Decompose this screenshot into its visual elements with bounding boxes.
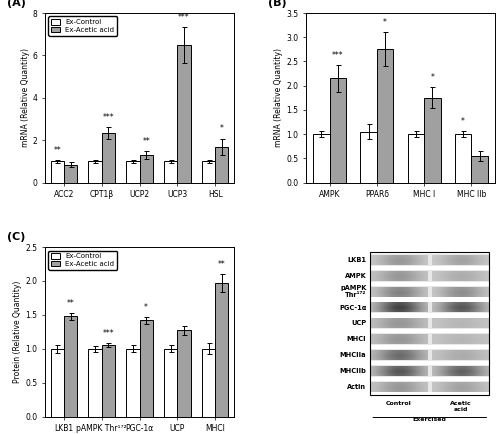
Text: MHCIIb: MHCIIb bbox=[340, 368, 366, 374]
Legend: Ex-Control, Ex-Acetic acid: Ex-Control, Ex-Acetic acid bbox=[48, 16, 117, 36]
Text: UCP: UCP bbox=[352, 320, 366, 326]
Text: *: * bbox=[430, 73, 434, 82]
Text: Exercised: Exercised bbox=[413, 417, 446, 422]
Bar bbox=[370, 252, 490, 395]
Bar bbox=[126, 349, 140, 417]
Y-axis label: mRNA (Relative Quantity): mRNA (Relative Quantity) bbox=[274, 48, 283, 147]
Bar bbox=[370, 302, 490, 313]
Bar bbox=[455, 134, 471, 183]
Bar bbox=[102, 133, 115, 183]
Bar bbox=[102, 345, 115, 417]
Bar bbox=[370, 286, 490, 297]
Bar bbox=[370, 333, 490, 345]
Legend: Ex-Control, Ex-Acetic acid: Ex-Control, Ex-Acetic acid bbox=[48, 250, 117, 270]
Bar bbox=[370, 270, 490, 282]
Bar bbox=[64, 316, 77, 417]
Text: ***: *** bbox=[178, 13, 190, 22]
Bar bbox=[64, 164, 77, 183]
Text: ***: *** bbox=[102, 113, 114, 122]
Bar bbox=[377, 49, 394, 183]
Bar bbox=[50, 349, 64, 417]
Text: *: * bbox=[144, 303, 148, 312]
Text: *: * bbox=[383, 18, 387, 27]
Text: **: ** bbox=[142, 137, 150, 146]
Bar bbox=[202, 161, 215, 183]
Text: ***: *** bbox=[102, 329, 114, 338]
Bar bbox=[88, 349, 102, 417]
Text: ***: *** bbox=[332, 51, 344, 60]
Bar bbox=[215, 283, 228, 417]
Bar bbox=[178, 330, 190, 417]
Text: LKB1: LKB1 bbox=[348, 257, 366, 263]
Y-axis label: Protein (Relative Quantity): Protein (Relative Quantity) bbox=[14, 281, 22, 383]
Text: **: ** bbox=[54, 146, 61, 155]
Text: (A): (A) bbox=[7, 0, 26, 8]
Bar bbox=[360, 132, 377, 183]
Bar bbox=[126, 161, 140, 183]
Text: *: * bbox=[220, 125, 224, 133]
Bar bbox=[140, 155, 153, 183]
Bar bbox=[370, 254, 490, 266]
Bar bbox=[424, 98, 440, 183]
Bar bbox=[164, 161, 177, 183]
Text: **: ** bbox=[218, 260, 226, 269]
Text: (B): (B) bbox=[268, 0, 286, 8]
Text: AMPK: AMPK bbox=[344, 273, 366, 279]
Text: MHCI: MHCI bbox=[347, 336, 366, 342]
Text: **: ** bbox=[66, 299, 74, 308]
Bar bbox=[370, 381, 490, 392]
Bar bbox=[408, 134, 424, 183]
Text: MHCIIa: MHCIIa bbox=[340, 352, 366, 358]
Bar bbox=[164, 349, 177, 417]
Text: (C): (C) bbox=[7, 232, 26, 242]
Text: Actin: Actin bbox=[348, 384, 366, 390]
Text: PGC-1α: PGC-1α bbox=[339, 305, 366, 311]
Bar bbox=[370, 365, 490, 377]
Bar bbox=[202, 349, 215, 417]
Bar bbox=[472, 156, 488, 183]
Bar bbox=[370, 349, 490, 361]
Text: pAMPK
Thr¹⁷²: pAMPK Thr¹⁷² bbox=[340, 285, 366, 298]
Bar bbox=[313, 134, 330, 183]
Text: Acetic
acid: Acetic acid bbox=[450, 401, 471, 412]
Y-axis label: mRNA (Relative Quantity): mRNA (Relative Quantity) bbox=[20, 48, 30, 147]
Bar bbox=[330, 79, 346, 183]
Text: Control: Control bbox=[386, 401, 412, 406]
Bar bbox=[50, 161, 64, 183]
Bar bbox=[370, 318, 490, 329]
Bar bbox=[88, 161, 102, 183]
Bar bbox=[140, 320, 153, 417]
Bar bbox=[178, 45, 190, 183]
Bar bbox=[215, 147, 228, 183]
Text: *: * bbox=[461, 117, 465, 126]
